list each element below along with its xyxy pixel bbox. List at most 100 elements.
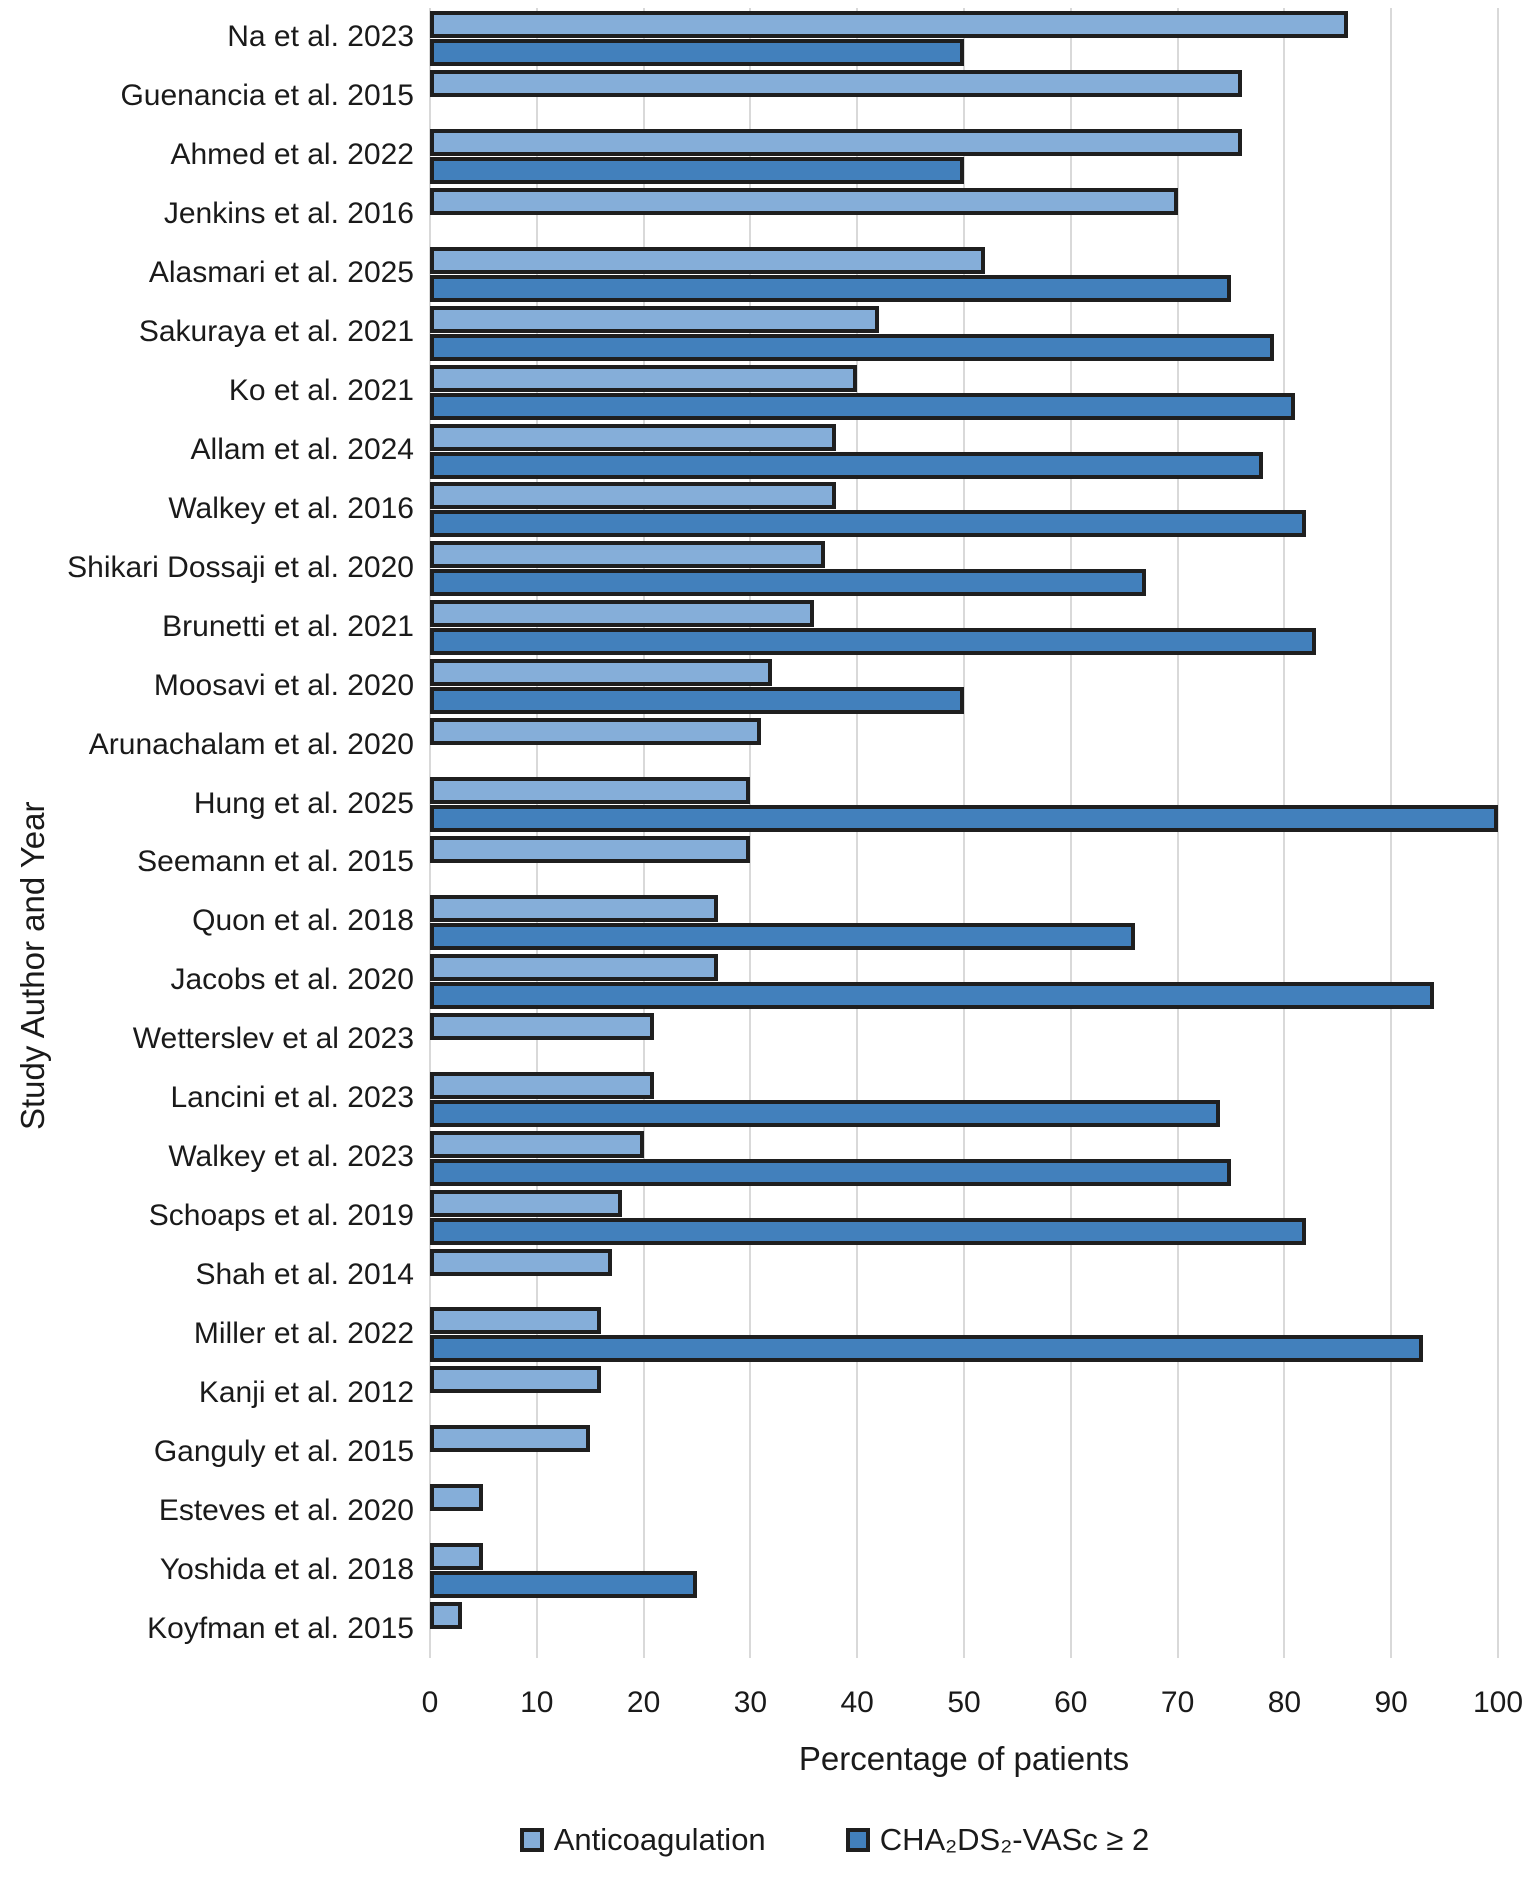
category-label: Shah et al. 2014: [195, 1257, 414, 1291]
gridline: [1390, 8, 1393, 1658]
bar-anticoagulation: [430, 1248, 612, 1276]
bar-chadsvasc: [430, 156, 964, 184]
category-label: Miller et al. 2022: [193, 1316, 414, 1350]
gridline: [429, 8, 431, 1658]
bar-chadsvasc: [430, 922, 1135, 950]
category-label: Ganguly et al. 2015: [153, 1434, 414, 1468]
x-tick-label: 0: [421, 1686, 439, 1719]
bar-anticoagulation: [430, 1012, 655, 1040]
category-label: Hung et al. 2025: [193, 786, 414, 820]
x-tick-label: 70: [1160, 1686, 1195, 1719]
category-label: Jacobs et al. 2020: [170, 963, 414, 997]
category-label: Yoshida et al. 2018: [159, 1552, 414, 1586]
category-label: Jenkins et al. 2016: [163, 197, 414, 231]
x-tick-label: 10: [520, 1686, 554, 1719]
bar-chadsvasc: [430, 1335, 1424, 1363]
bar-chadsvasc: [430, 451, 1264, 479]
bar-anticoagulation: [430, 718, 762, 746]
category-label: Ko et al. 2021: [228, 374, 414, 408]
x-tick-label: 30: [733, 1686, 768, 1719]
bar-chadsvasc: [430, 687, 964, 715]
bar-anticoagulation: [430, 600, 815, 628]
bar-anticoagulation: [430, 836, 751, 863]
category-label: Wetterslev et al 2023: [132, 1022, 414, 1056]
legend-item-chadsvasc: CHA₂DS₂-VASc ≥ 2: [845, 1822, 1150, 1858]
bar-anticoagulation: [430, 1484, 484, 1512]
bar-chadsvasc: [430, 569, 1146, 597]
bar-anticoagulation: [430, 1307, 601, 1335]
bar-anticoagulation: [430, 1543, 484, 1571]
bar-chadsvasc: [430, 1571, 697, 1599]
category-label: Arunachalam et al. 2020: [88, 727, 414, 761]
bar-anticoagulation: [430, 187, 1178, 215]
category-label: Alasmari et al. 2025: [148, 256, 414, 290]
bar-anticoagulation: [430, 128, 1242, 156]
bar-anticoagulation: [430, 482, 836, 510]
bar-chadsvasc: [430, 1217, 1306, 1245]
gridline: [1176, 8, 1179, 1658]
category-label: Schoaps et al. 2019: [148, 1199, 414, 1233]
x-tick-label: 50: [947, 1686, 981, 1719]
x-axis-title: Percentage of patients: [798, 1740, 1130, 1777]
gridline: [1069, 8, 1072, 1658]
bar-anticoagulation: [430, 1189, 623, 1217]
gridline: [642, 8, 645, 1658]
category-label: Seemann et al. 2015: [137, 845, 414, 879]
category-label: Esteves et al. 2020: [158, 1493, 414, 1527]
legend-item-anticoagulation: Anticoagulation: [519, 1822, 766, 1858]
category-label: Kanji et al. 2012: [198, 1375, 414, 1409]
legend-swatch-anticoagulation-icon: [519, 1828, 544, 1852]
gridline: [856, 8, 859, 1658]
x-tick-label: 90: [1374, 1686, 1408, 1719]
x-tick-label: 60: [1054, 1686, 1088, 1719]
category-label: Ahmed et al. 2022: [170, 138, 414, 172]
gridline: [1497, 8, 1499, 1658]
category-label: Sakuraya et al. 2021: [138, 315, 414, 349]
bar-chadsvasc: [430, 981, 1434, 1009]
gridline: [749, 8, 752, 1658]
bar-anticoagulation: [430, 246, 986, 274]
bar-anticoagulation: [430, 1071, 655, 1099]
category-label: Koyfman et al. 2015: [147, 1611, 414, 1645]
bar-anticoagulation: [430, 305, 879, 333]
bar-chadsvasc: [430, 392, 1296, 420]
legend-label-chadsvasc: CHA₂DS₂-VASc ≥ 2: [879, 1822, 1150, 1857]
bar-anticoagulation: [430, 1366, 601, 1394]
legend-swatch-chadsvasc-icon: [845, 1828, 870, 1852]
bar-anticoagulation: [430, 894, 719, 922]
bar-anticoagulation: [430, 1602, 463, 1630]
x-tick-label: 40: [840, 1686, 874, 1719]
bar-chadsvasc: [430, 1158, 1231, 1186]
gridline: [535, 8, 538, 1658]
category-label: Shikari Dossaji et al. 2020: [67, 550, 414, 584]
bar-chadsvasc: [430, 39, 964, 66]
bar-anticoagulation: [430, 69, 1242, 97]
bar-anticoagulation: [430, 1425, 591, 1453]
gridline: [963, 8, 965, 1658]
bar-anticoagulation: [430, 1130, 644, 1158]
legend-label-anticoagulation: Anticoagulation: [553, 1822, 766, 1857]
bar-chadsvasc: [430, 510, 1306, 538]
category-label: Walkey et al. 2023: [168, 1140, 414, 1174]
bar-anticoagulation: [430, 659, 772, 687]
x-tick-label: 80: [1267, 1686, 1302, 1719]
category-label: Lancini et al. 2023: [170, 1081, 414, 1115]
category-label: Na et al. 2023: [227, 20, 414, 54]
bar-anticoagulation: [430, 11, 1349, 38]
bar-anticoagulation: [430, 423, 836, 451]
legend: Anticoagulation CHA₂DS₂-VASc ≥ 2: [0, 1822, 1524, 1858]
category-label: Quon et al. 2018: [192, 904, 414, 938]
bar-anticoagulation: [430, 953, 719, 981]
bar-anticoagulation: [430, 777, 751, 805]
x-tick-label: 100: [1472, 1686, 1524, 1719]
x-tick-label: 20: [626, 1686, 661, 1719]
bar-anticoagulation: [430, 541, 826, 569]
category-label: Allam et al. 2024: [190, 432, 414, 466]
bar-chadsvasc: [430, 1099, 1221, 1127]
bar-chadsvasc: [430, 274, 1231, 302]
bar-chadsvasc: [430, 628, 1317, 656]
gridline: [1283, 8, 1286, 1658]
bar-anticoagulation: [430, 364, 858, 392]
category-label: Moosavi et al. 2020: [153, 668, 414, 702]
